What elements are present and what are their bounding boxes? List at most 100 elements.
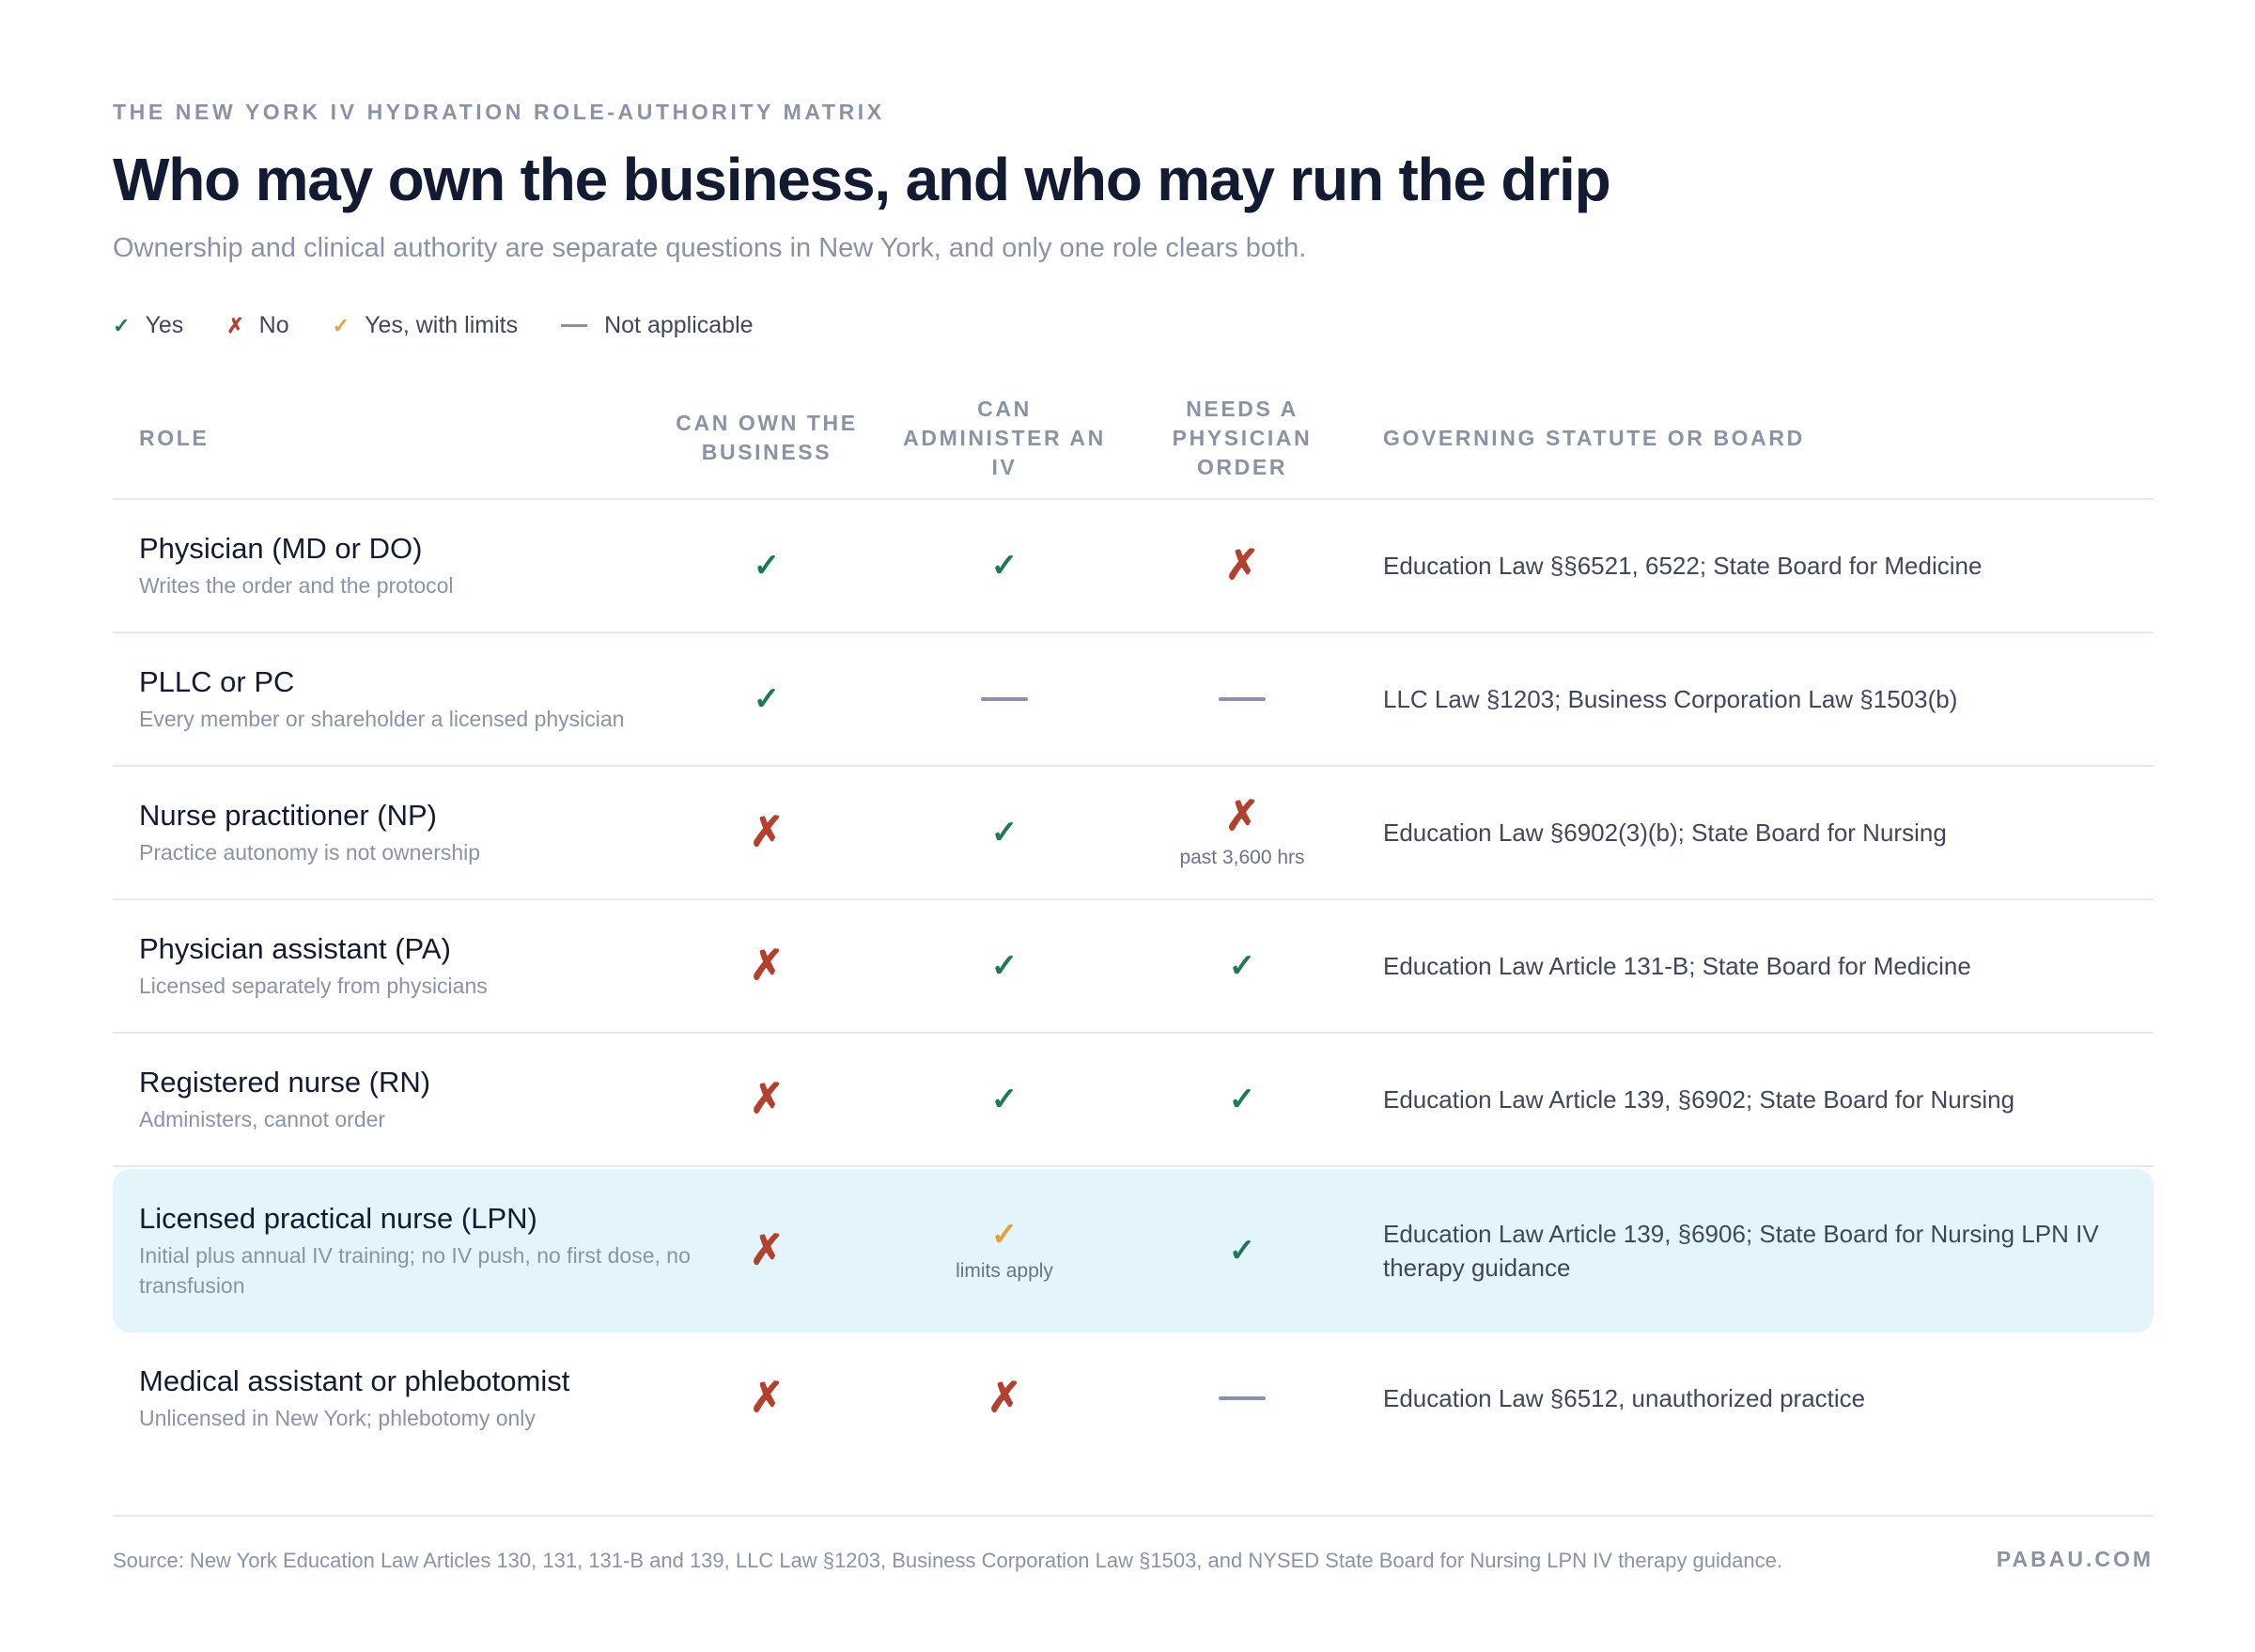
role-name: Physician (MD or DO) [139, 532, 423, 565]
administer-cell: ✓ [892, 900, 1117, 1032]
cross-icon: ✗ [749, 809, 785, 855]
cross-icon: ✗ [1224, 542, 1260, 588]
role-cell: Physician (MD or DO) Writes the order and… [139, 500, 703, 631]
column-header-own-label: CAN OWN THE BUSINESS [676, 411, 858, 464]
cross-icon: ✗ [749, 1227, 785, 1273]
own-cell: ✗ [654, 767, 879, 898]
table-row: Physician (MD or DO) Writes the order and… [113, 500, 2154, 633]
column-header-role: ROLE [139, 425, 210, 450]
own-cell: ✗ [654, 1034, 879, 1165]
check-icon: ✓ [113, 313, 131, 337]
role-name: Registered nurse (RN) [139, 1066, 431, 1099]
statute-cell: Education Law §6902(3)(b); State Board f… [1383, 818, 1947, 847]
order-note: past 3,600 hrs [1179, 847, 1305, 868]
statute-cell: Education Law Article 139, §6902; State … [1383, 1085, 2015, 1114]
own-cell: ✓ [654, 633, 879, 765]
statute-cell: Education Law Article 131-B; State Board… [1383, 952, 1971, 980]
legend-yes: ✓ Yes [113, 312, 183, 339]
cross-icon: ✗ [749, 1375, 785, 1421]
role-note: Writes the order and the protocol [139, 573, 454, 598]
role-name: Medical assistant or phlebotomist [139, 1364, 570, 1397]
legend-yes-label: Yes [145, 312, 184, 338]
role-note: Licensed separately from physicians [139, 974, 488, 998]
order-cell: ✗ past 3,600 hrs [1129, 767, 1355, 898]
check-icon: ✓ [990, 548, 1019, 584]
table-row: Medical assistant or phlebotomist Unlicen… [113, 1333, 2154, 1464]
column-header-administer-label: CAN ADMINISTER AN IV [903, 396, 1106, 479]
dash-icon [981, 697, 1028, 701]
cross-icon: ✗ [749, 943, 785, 989]
legend-no-label: No [258, 312, 289, 338]
dash-icon [561, 324, 588, 327]
table-row: Physician assistant (PA) Licensed separat… [113, 900, 2154, 1034]
administer-cell: ✓ limits apply [892, 1169, 1117, 1333]
check-icon: ✓ [753, 548, 781, 584]
administer-cell: ✓ [892, 767, 1117, 898]
administer-cell: ✓ [892, 1034, 1117, 1165]
administer-cell: ✗ [892, 1333, 1117, 1464]
order-cell: ✓ [1129, 1169, 1355, 1333]
legend-limits-label: Yes, with limits [365, 312, 519, 338]
role-cell: Medical assistant or phlebotomist Unlicen… [139, 1333, 703, 1464]
role-cell: Registered nurse (RN) Administers, cannot… [139, 1034, 703, 1165]
order-cell [1129, 633, 1355, 765]
column-header-administer: CAN ADMINISTER AN IV [892, 376, 1117, 500]
dash-icon [1219, 697, 1266, 701]
check-icon: ✓ [1228, 948, 1256, 984]
check-icon: ✓ [753, 681, 781, 717]
role-note: Practice autonomy is not ownership [139, 840, 481, 865]
role-name: Nurse practitioner (NP) [139, 799, 437, 832]
legend: ✓ Yes ✗ No ✓ Yes, with limits Not applic… [113, 312, 797, 339]
legend-na: Not applicable [561, 312, 754, 339]
order-cell: ✓ [1129, 1034, 1355, 1165]
administer-cell [892, 633, 1117, 765]
legend-limits: ✓ Yes, with limits [333, 312, 518, 339]
administer-note: limits apply [956, 1260, 1053, 1282]
legend-no: ✗ No [226, 312, 288, 339]
eyebrow: THE NEW YORK IV HYDRATION ROLE-AUTHORITY… [113, 100, 885, 124]
column-header-order: NEEDS A PHYSICIAN ORDER [1129, 376, 1355, 500]
column-header-statute: GOVERNING STATUTE OR BOARD [1383, 425, 1805, 450]
footer-divider [113, 1515, 2154, 1517]
role-note: Administers, cannot order [139, 1107, 386, 1131]
administer-cell: ✓ [892, 500, 1117, 631]
page-title: Who may own the business, and who may ru… [113, 146, 1611, 213]
statute-cell: Education Law §6512, unauthorized practi… [1383, 1384, 1866, 1412]
statute-cell: LLC Law §1203; Business Corporation Law … [1383, 685, 1958, 713]
role-name: PLLC or PC [139, 665, 295, 698]
role-note: Initial plus annual IV training; no IV p… [139, 1243, 691, 1298]
role-name: Licensed practical nurse (LPN) [139, 1202, 537, 1235]
own-cell: ✓ [654, 500, 879, 631]
order-cell: ✓ [1129, 900, 1355, 1032]
matrix-page: THE NEW YORK IV HYDRATION ROLE-AUTHORITY… [113, 0, 2154, 1652]
role-note: Every member or shareholder a licensed p… [139, 707, 625, 731]
check-limits-icon: ✓ [332, 313, 350, 337]
table-header: ROLE CAN OWN THE BUSINESS CAN ADMINISTER… [113, 376, 2154, 500]
page-subtitle: Ownership and clinical authority are sep… [113, 233, 1307, 263]
legend-na-label: Not applicable [604, 312, 754, 338]
check-icon: ✓ [990, 815, 1019, 850]
table-row: PLLC or PC Every member or shareholder a … [113, 633, 2154, 767]
role-cell: Licensed practical nurse (LPN) Initial pl… [139, 1169, 703, 1333]
cross-icon: ✗ [1224, 793, 1260, 839]
check-icon: ✓ [990, 948, 1019, 984]
column-header-own: CAN OWN THE BUSINESS [654, 376, 879, 500]
order-cell [1129, 1333, 1355, 1464]
role-note: Unlicensed in New York; phlebotomy only [139, 1406, 536, 1430]
statute-cell: Education Law Article 139, §6906; State … [1383, 1220, 2099, 1282]
statute-cell: Education Law §§6521, 6522; State Board … [1383, 552, 1983, 580]
role-cell: PLLC or PC Every member or shareholder a … [139, 633, 703, 765]
role-cell: Physician assistant (PA) Licensed separat… [139, 900, 703, 1032]
own-cell: ✗ [654, 900, 879, 1032]
role-cell: Nurse practitioner (NP) Practice autonomy… [139, 767, 703, 898]
dash-icon [1219, 1396, 1266, 1400]
check-icon: ✓ [1228, 1233, 1256, 1269]
table-row: Registered nurse (RN) Administers, cannot… [113, 1034, 2154, 1167]
table-row: Nurse practitioner (NP) Practice autonomy… [113, 767, 2154, 900]
own-cell: ✗ [654, 1169, 879, 1333]
role-name: Physician assistant (PA) [139, 932, 451, 965]
source-note: Source: New York Education Law Articles … [113, 1549, 1782, 1572]
column-header-order-label: NEEDS A PHYSICIAN ORDER [1172, 396, 1313, 479]
table-body: Physician (MD or DO) Writes the order and… [113, 500, 2154, 1464]
order-cell: ✗ [1129, 500, 1355, 631]
